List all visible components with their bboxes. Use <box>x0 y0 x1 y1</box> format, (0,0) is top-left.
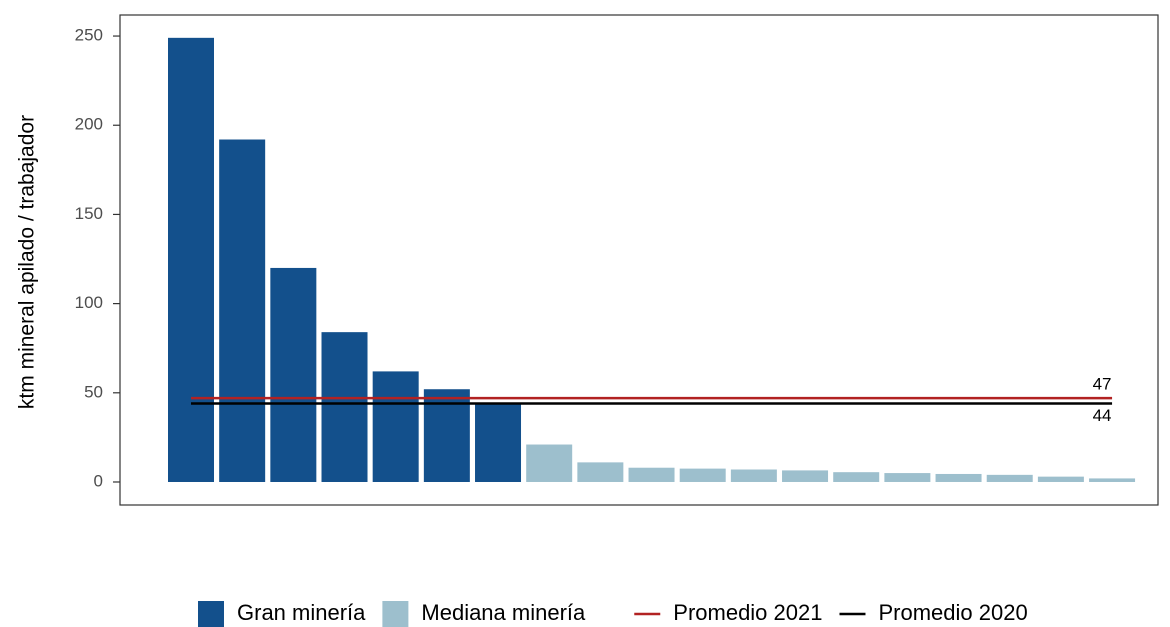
bar <box>935 473 982 482</box>
legend-label: Promedio 2021 <box>673 600 822 625</box>
reference-label: 47 <box>1093 375 1112 394</box>
bar <box>321 332 368 482</box>
bar <box>577 462 624 482</box>
bar <box>833 472 880 482</box>
y-tick-label: 100 <box>75 293 103 312</box>
y-tick-label: 0 <box>94 471 103 490</box>
legend-swatch <box>198 601 224 627</box>
bar <box>372 371 419 482</box>
bar <box>270 267 317 482</box>
bar <box>679 468 726 482</box>
bar <box>884 473 931 482</box>
bar <box>628 467 675 482</box>
y-tick-label: 150 <box>75 204 103 223</box>
legend-label: Gran minería <box>237 600 366 625</box>
y-tick-label: 250 <box>75 26 103 45</box>
bar <box>526 444 573 482</box>
bar <box>782 470 829 482</box>
y-tick-label: 50 <box>84 382 103 401</box>
reference-label: 44 <box>1093 406 1112 425</box>
bar <box>1089 478 1136 482</box>
y-axis-title: ktm mineral apilado / trabajador <box>16 115 39 409</box>
legend-swatch <box>382 601 409 627</box>
bar <box>986 474 1033 482</box>
bar <box>730 469 777 482</box>
panel-border <box>119 14 1159 506</box>
legend-label: Promedio 2020 <box>878 600 1027 625</box>
bar <box>219 139 266 482</box>
legend-label: Mediana minería <box>421 600 586 625</box>
bar <box>1037 476 1084 482</box>
y-tick-label: 200 <box>75 115 103 134</box>
bar <box>168 37 214 482</box>
bar <box>475 403 522 482</box>
